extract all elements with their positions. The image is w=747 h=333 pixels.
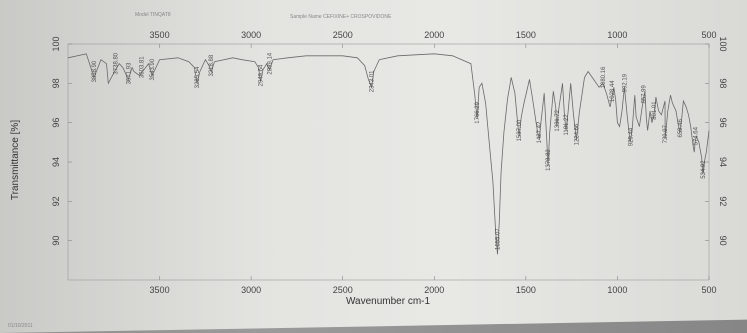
y-tick-label-left: 94 <box>51 157 61 167</box>
x-tick-label-top: 3000 <box>241 30 261 40</box>
sample-name-label: Sample Name CEFIXINE+ CROSPOVIDONE <box>290 14 392 20</box>
peak-label: 3218.88 <box>209 54 215 76</box>
peak-label: 3543.90 <box>150 58 156 80</box>
y-tick-label-right: 90 <box>718 236 728 246</box>
spectrum-line <box>67 53 710 255</box>
x-tick-label-bottom: 2500 <box>333 285 353 295</box>
peak-label: 3858.90 <box>92 60 98 82</box>
peak-label: 659.46 <box>678 118 684 137</box>
plot-frame <box>67 43 710 281</box>
x-tick-label-top: 2000 <box>424 30 444 40</box>
y-tick-label-right: 92 <box>718 196 728 206</box>
left-y-ticks: 100 98 96 94 92 90 <box>51 36 72 246</box>
top-x-ticks: 3500 3000 2500 2000 1500 1000 500 <box>150 30 717 48</box>
peak-label: 2899.14 <box>268 52 274 74</box>
x-tick-label-bottom: 3000 <box>241 285 261 295</box>
peak-label: 534.92 <box>701 160 707 179</box>
peak-label: 574.64 <box>693 126 699 145</box>
peak-label: 929.44 <box>628 127 634 146</box>
peak-labels: 3858.90 3738.80 3671.93 3603.81 3543.90 3285.… <box>92 52 707 250</box>
x-tick-label-top: 1500 <box>516 30 536 40</box>
peak-label: 739.97 <box>663 124 669 143</box>
peak-label: 1028.44 <box>610 80 616 102</box>
x-tick-label-top: 500 <box>701 30 716 40</box>
y-tick-label-right: 100 <box>718 36 728 51</box>
peak-label: 1378.82 <box>546 149 552 171</box>
peak-label: 1080.16 <box>601 66 607 88</box>
y-tick-label-left: 92 <box>51 196 61 206</box>
right-y-ticks: 100 98 96 94 92 90 <box>705 36 728 246</box>
peak-label: 1331.72 <box>555 109 561 131</box>
peak-label: 992.19 <box>622 73 628 92</box>
y-tick-label-left: 90 <box>51 236 61 246</box>
peak-label: 3603.81 <box>139 56 145 78</box>
peak-label: 1537.00 <box>517 119 523 141</box>
peak-label: 2343.01 <box>369 70 375 92</box>
x-tick-label-bottom: 3500 <box>150 285 170 295</box>
x-tick-label-top: 3500 <box>150 30 170 40</box>
y-tick-label-right: 94 <box>718 157 728 167</box>
y-tick-label-right: 96 <box>718 118 728 128</box>
peak-label: 3738.80 <box>114 52 120 74</box>
x-axis-label: Wavenumber cm-1 <box>346 296 431 307</box>
peak-label: 1655.07 <box>495 228 501 250</box>
peak-label: 3285.54 <box>195 66 201 88</box>
peak-label: 857.99 <box>642 85 648 104</box>
y-tick-label-left: 98 <box>51 78 61 88</box>
x-tick-label-bottom: 500 <box>701 285 716 295</box>
x-tick-label-bottom: 1500 <box>516 285 536 295</box>
model-label: Model TINQAT8 <box>135 12 171 18</box>
x-tick-label-bottom: 2000 <box>424 285 444 295</box>
peak-label: 1766.29 <box>475 101 481 123</box>
y-tick-label-right: 98 <box>718 78 728 88</box>
peak-label: 2949.64 <box>258 64 264 86</box>
x-tick-label-top: 2500 <box>333 30 353 40</box>
x-tick-label-top: 1000 <box>607 30 627 40</box>
peak-label: 1224.66 <box>574 123 580 145</box>
y-tick-label-left: 100 <box>51 36 61 51</box>
peak-label: 1181.22 <box>564 114 570 136</box>
bottom-x-ticks: 3500 3000 2500 2000 1500 1000 500 <box>150 276 717 295</box>
peak-label: 3671.93 <box>126 62 132 84</box>
peak-label: 801.01 <box>652 101 658 120</box>
x-tick-label-bottom: 1000 <box>607 285 627 295</box>
y-tick-label-left: 96 <box>51 118 61 128</box>
footer-date: 01/10/2011 <box>8 323 33 329</box>
y-axis-label: Transmittance [%] <box>10 120 21 200</box>
peak-label: 1427.42 <box>537 121 543 143</box>
